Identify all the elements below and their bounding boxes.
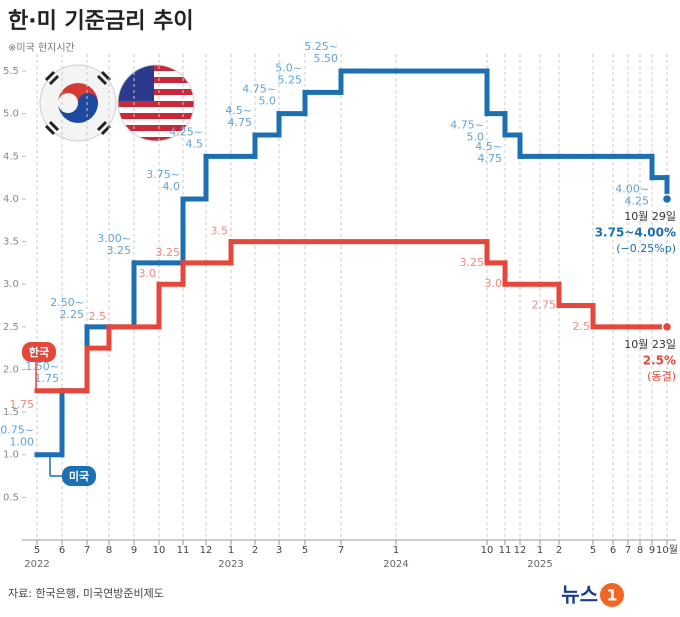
x-tick-label: 7	[625, 545, 631, 556]
x-tick-label: 7	[338, 545, 344, 556]
end-annotation: (동결)	[647, 370, 676, 383]
y-tick-label: 3.5	[3, 237, 19, 248]
legend-label: 미국	[69, 469, 89, 483]
y-tick-label: 1.5	[3, 407, 19, 418]
chart-title: 한·미 기준금리 추이	[8, 9, 194, 34]
value-label: 3.00~ 3.25	[97, 232, 131, 257]
end-annotation: 10월 29일	[624, 209, 676, 223]
x-tick-label: 2	[556, 545, 562, 556]
x-tick-label: 1	[393, 545, 399, 556]
year-label: 2022	[24, 559, 49, 570]
value-label: 3.75~ 4.0	[146, 168, 180, 193]
end-annotation: (−0.25%p)	[616, 242, 676, 255]
y-tick-label: 5.5	[3, 66, 19, 77]
y-tick-label: 2.0	[3, 364, 19, 375]
logo-circle	[600, 583, 624, 607]
value-label: 0.75~ 1.00	[0, 424, 34, 449]
x-tick-label: 5	[590, 545, 596, 556]
value-label: 4.75~ 5.0	[450, 119, 484, 144]
x-tick-label: 12	[200, 545, 213, 556]
trigrams	[44, 70, 112, 136]
source: 자료: 한국은행, 미국연방준비제도	[8, 587, 164, 600]
year-label: 2025	[527, 559, 552, 570]
value-label: 2.5	[89, 310, 107, 323]
value-label: 3.5	[211, 225, 229, 238]
value-label: 5.25~ 5.50	[304, 40, 338, 65]
y-tick-label: 4.0	[3, 194, 19, 205]
x-tick-label: 10	[481, 545, 494, 556]
x-tick-label: 7	[84, 545, 90, 556]
value-label: 3.25	[156, 246, 181, 259]
y-tick-label: 5.0	[3, 109, 19, 120]
x-tick-label: 3	[276, 545, 282, 556]
value-label: 2.75	[532, 299, 557, 312]
year-label: 2023	[218, 559, 243, 570]
series-line	[34, 239, 670, 394]
x-tick-label: 8	[637, 545, 643, 556]
y-tick-label: 3.0	[3, 279, 19, 290]
value-label: 3.0	[139, 267, 157, 280]
value-label: 4.75~ 5.0	[242, 83, 276, 108]
legend-badge	[62, 466, 96, 486]
value-label: 2.5	[573, 320, 591, 333]
end-annotation: 3.75~4.00%	[595, 225, 676, 239]
end-annotation: 2.5%	[643, 353, 676, 367]
flags	[39, 64, 195, 142]
logo-number: 1	[606, 586, 617, 605]
x-tick-label: 9	[649, 545, 655, 556]
y-tick-label: 2.5	[3, 322, 19, 333]
legend-badge	[22, 342, 56, 362]
logo-text: 뉴스	[561, 583, 598, 607]
x-tick-label: 1	[537, 545, 543, 556]
y-tick-label: 1.0	[3, 450, 19, 461]
x-tick-label: 11	[499, 545, 512, 556]
x-tick-label: 5	[34, 545, 40, 556]
x-tick-label: 11	[177, 545, 190, 556]
x-tick-label: 5	[302, 545, 308, 556]
chart-subtitle: ※미국 현지시간	[8, 42, 75, 54]
value-label: 1.75	[10, 398, 35, 411]
us-flag	[118, 65, 194, 141]
taegeuk-blue	[58, 93, 98, 123]
x-tick-label: 1	[228, 545, 234, 556]
value-label: 3.0	[485, 277, 503, 290]
x-tick-label: 9	[131, 545, 137, 556]
x-tick-label: 8	[106, 545, 112, 556]
value-label: 1.50~ 1.75	[25, 360, 59, 385]
value-label: 2.50~ 2.25	[50, 296, 84, 321]
value-label: 5.0~ 5.25	[275, 61, 302, 86]
legend-label: 한국	[29, 345, 49, 359]
x-tick-label: 12	[514, 545, 527, 556]
x-tick-label: 10월	[656, 544, 678, 556]
value-label: 3.25	[460, 256, 485, 269]
value-label: 4.00~ 4.25	[615, 183, 649, 208]
x-tick-label: 6	[610, 545, 616, 556]
logo: 뉴스 1	[561, 583, 624, 607]
end-annotation: 10월 23일	[624, 337, 676, 351]
y-tick-label: 0.5	[3, 492, 19, 503]
y-tick-label: 4.5	[3, 151, 19, 162]
year-label: 2024	[383, 559, 408, 570]
end-dot	[661, 321, 673, 333]
value-label: 4.5~ 4.75	[225, 104, 252, 129]
value-label: 4.25~ 4.5	[169, 125, 203, 150]
value-label: 4.5~ 4.75	[475, 140, 502, 165]
x-tick-label: 10	[153, 545, 166, 556]
end-dot	[661, 193, 673, 205]
x-tick-label: 6	[59, 545, 65, 556]
x-tick-label: 2	[252, 545, 258, 556]
